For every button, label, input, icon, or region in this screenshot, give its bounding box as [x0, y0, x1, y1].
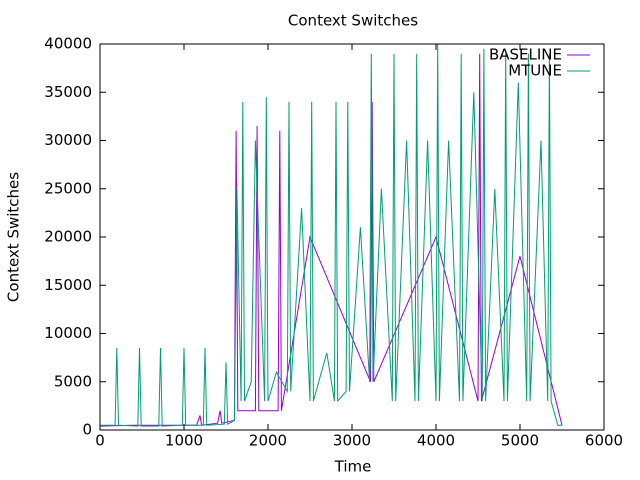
x-tick-label: 4000	[417, 432, 455, 450]
x-tick-label: 2000	[249, 432, 287, 450]
chart-title: Context Switches	[288, 12, 418, 30]
y-tick-label: 10000	[44, 324, 92, 342]
x-tick-label: 6000	[585, 432, 623, 450]
legend-label: MTUNE	[508, 62, 562, 80]
x-axis-label: Time	[334, 458, 372, 476]
y-tick-label: 30000	[44, 131, 92, 149]
y-tick-label: 35000	[44, 83, 92, 101]
x-tick-label: 1000	[165, 432, 203, 450]
y-tick-label: 20000	[44, 228, 92, 246]
y-tick-label: 40000	[44, 35, 92, 53]
x-tick-label: 0	[95, 432, 105, 450]
plot-area	[99, 43, 563, 427]
legend-label: BASELINE	[489, 46, 562, 64]
y-tick-label: 5000	[54, 372, 92, 390]
series-line	[100, 43, 562, 427]
y-axis-label: Context Switches	[5, 172, 23, 302]
y-tick-label: 0	[82, 421, 92, 439]
y-tick-label: 25000	[44, 179, 92, 197]
x-tick-label: 5000	[501, 432, 539, 450]
x-tick-label: 3000	[333, 432, 371, 450]
y-tick-label: 15000	[44, 276, 92, 294]
